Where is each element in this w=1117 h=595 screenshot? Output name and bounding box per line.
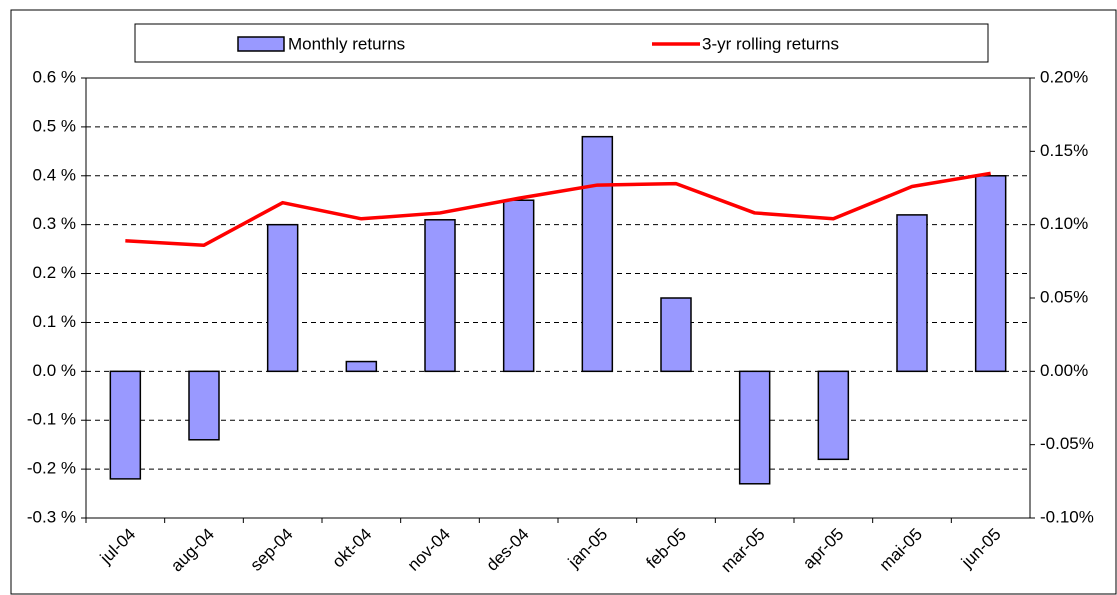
line	[125, 171, 991, 247]
bar	[974, 175, 1007, 373]
bar	[109, 370, 142, 480]
y-tick-label: 0.3 %	[33, 214, 76, 233]
bar	[581, 135, 614, 373]
bar	[345, 360, 378, 373]
bar	[188, 370, 220, 441]
y-tick-label: -0.2 %	[27, 459, 76, 478]
bar	[738, 370, 771, 485]
legend-label: 3-yr rolling returns	[702, 34, 839, 53]
y2-tick-label: 0.05%	[1040, 287, 1088, 306]
bar	[817, 370, 850, 461]
legend-label: Monthly returns	[288, 34, 405, 53]
y-tick-label: 0.4 %	[33, 165, 76, 184]
y2-tick-label: 0.00%	[1040, 361, 1088, 380]
y2-tick-label: 0.20%	[1040, 67, 1088, 86]
bar	[660, 297, 692, 373]
y-tick-label: 0.0 %	[33, 361, 76, 380]
y2-tick-label: 0.15%	[1040, 141, 1088, 160]
y2-tick-label: 0.10%	[1040, 214, 1088, 233]
y-tick-label: -0.3 %	[27, 507, 76, 526]
y-tick-label: 0.5 %	[33, 116, 76, 135]
y-tick-label: 0.1 %	[33, 312, 76, 331]
y2-tick-label: -0.05%	[1040, 434, 1094, 453]
y-tick-label: 0.6 %	[33, 67, 76, 86]
plot-area	[85, 77, 1031, 519]
bar	[266, 223, 299, 373]
bar	[502, 199, 535, 373]
y-tick-label: -0.1 %	[27, 410, 76, 429]
y-tick-label: 0.2 %	[33, 263, 76, 282]
legend-swatch	[237, 36, 285, 52]
bar	[896, 214, 928, 373]
y2-tick-label: -0.10%	[1040, 507, 1094, 526]
bar	[424, 219, 456, 373]
